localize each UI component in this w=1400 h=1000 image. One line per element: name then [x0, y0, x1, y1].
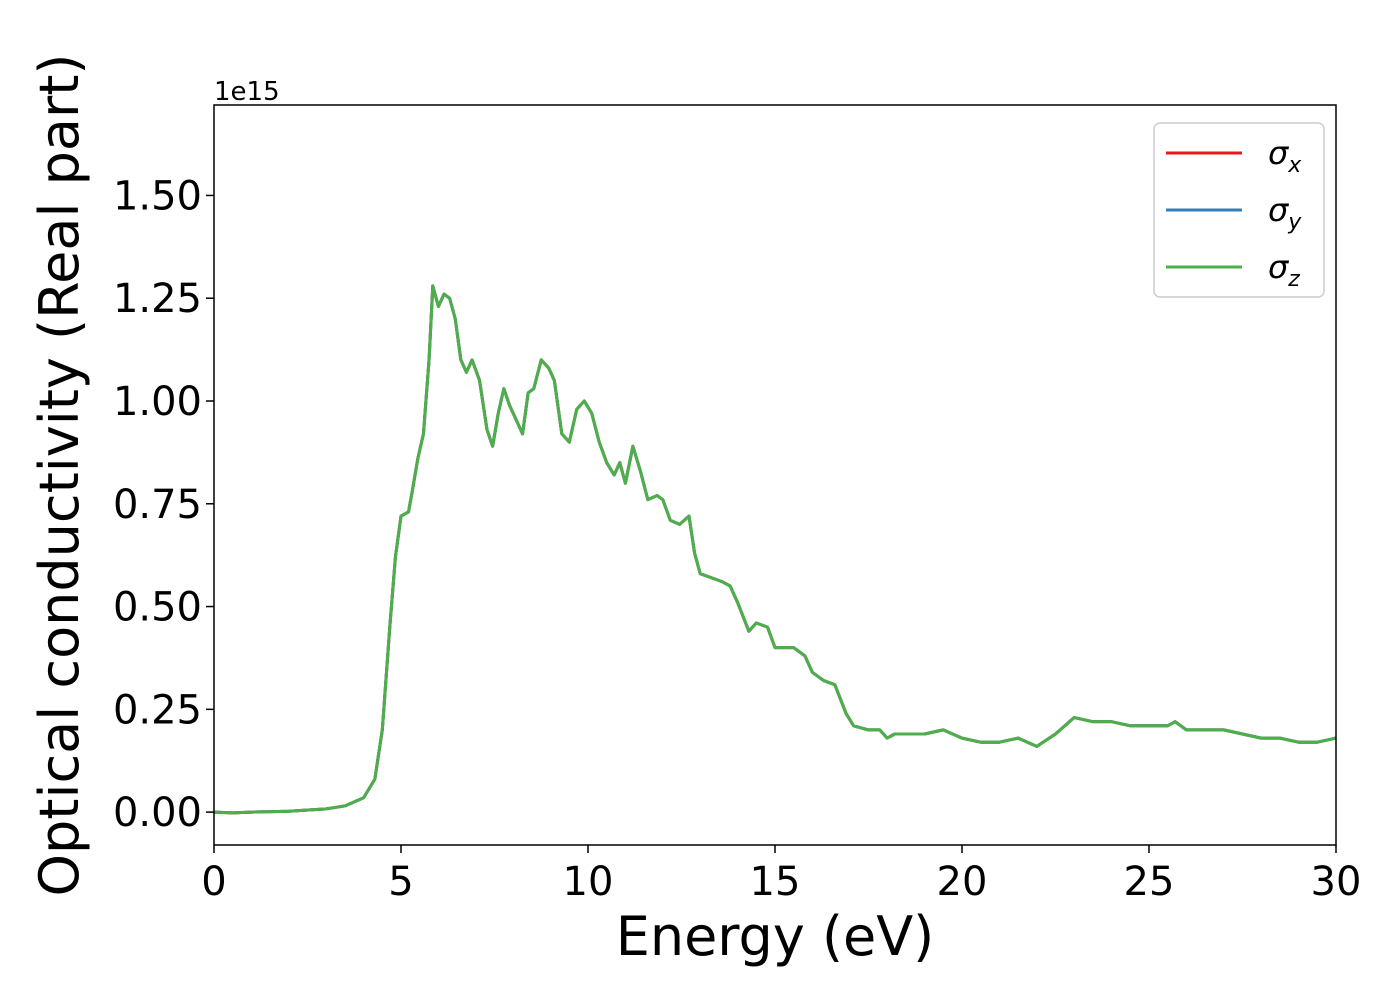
x-tick-label: 25: [1124, 859, 1175, 905]
legend-symbol: σ: [1268, 248, 1290, 286]
y-tick-label: 1.25: [113, 276, 202, 322]
y-tick-label: 0.75: [113, 482, 202, 528]
y-offset-label: 1e15: [214, 77, 280, 107]
x-tick-label: 5: [388, 859, 413, 905]
legend-subscript: y: [1287, 210, 1302, 235]
legend-subscript: z: [1287, 267, 1300, 292]
y-tick-label: 1.00: [113, 379, 202, 425]
legend-label: σy: [1268, 191, 1302, 235]
y-tick-label: 0.25: [113, 687, 202, 733]
x-tick-label: 0: [201, 859, 226, 905]
x-tick-label: 20: [937, 859, 988, 905]
y-tick-label: 1.50: [113, 173, 202, 219]
y-tick-label: 0.50: [113, 585, 202, 631]
y-tick-label: 0.00: [113, 790, 202, 836]
x-tick-label: 15: [750, 859, 801, 905]
legend-symbol: σ: [1268, 134, 1290, 172]
x-tick-label: 10: [563, 859, 614, 905]
legend-label: σx: [1268, 134, 1302, 178]
legend-symbol: σ: [1268, 191, 1290, 229]
y-axis-label: Optical conductivity (Real part): [28, 54, 91, 897]
plot-frame: [213, 104, 1337, 846]
x-tick-label: 30: [1311, 859, 1362, 905]
series-line: [214, 284, 1336, 815]
legend-label: σz: [1268, 248, 1300, 292]
legend-subscript: x: [1287, 153, 1302, 178]
x-axis-label: Energy (eV): [616, 905, 935, 968]
